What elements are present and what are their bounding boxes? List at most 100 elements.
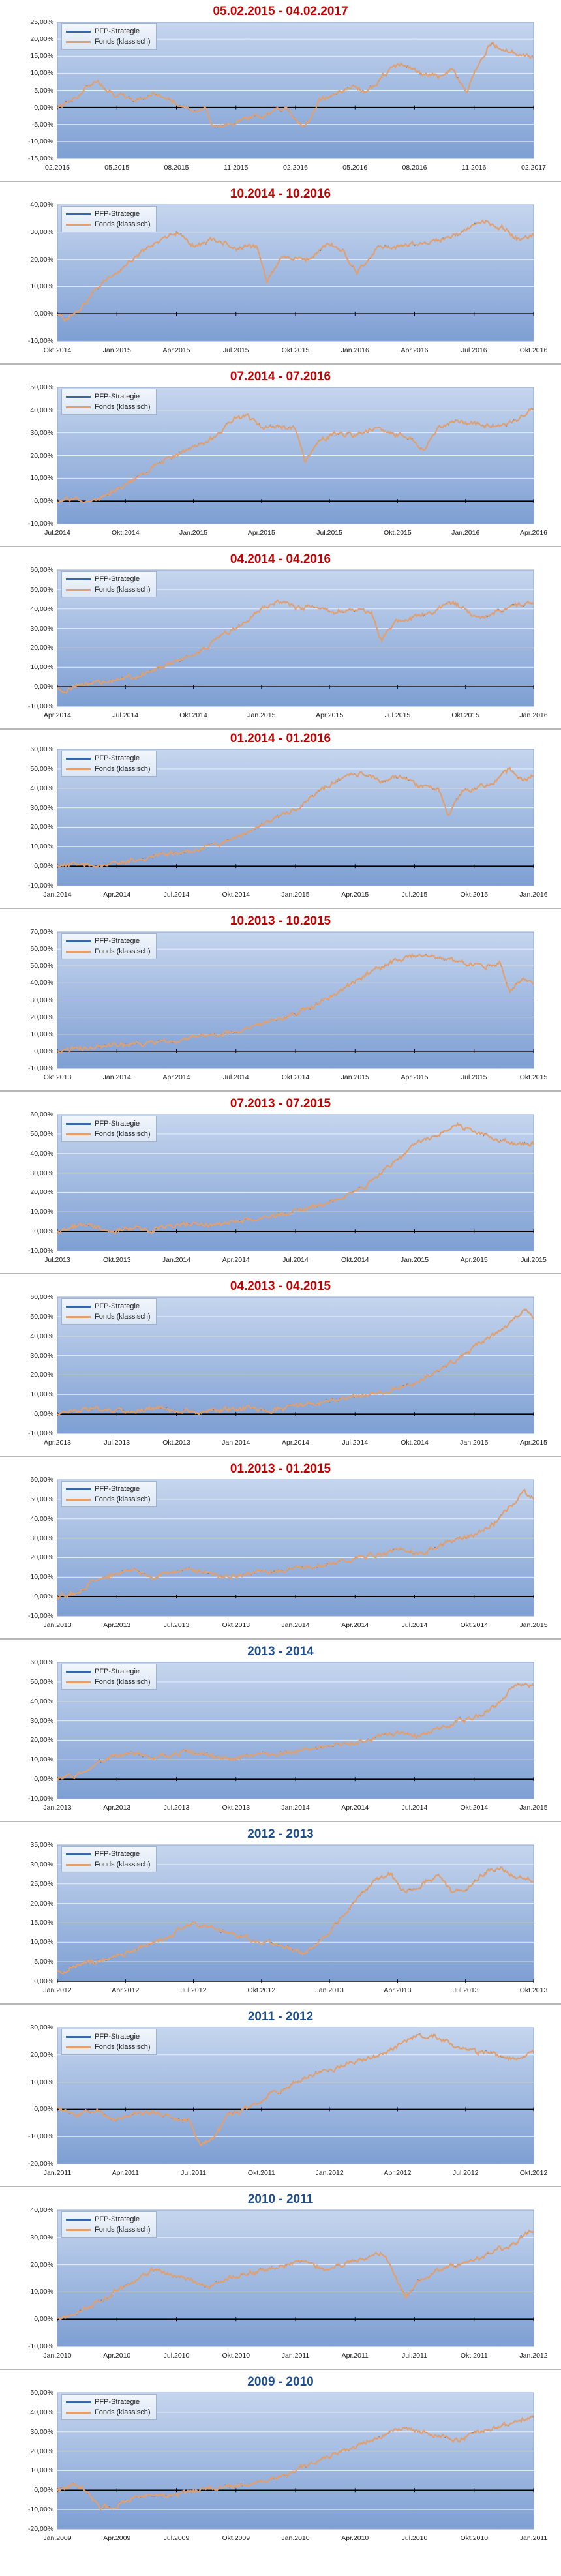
y-tick-label: 30,00% xyxy=(30,228,53,236)
panel-separator xyxy=(0,181,561,182)
y-tick-label: 10,00% xyxy=(30,663,53,672)
legend-label: PFP-Strategie xyxy=(95,2215,140,2223)
y-tick-label: 50,00% xyxy=(30,1312,53,1321)
y-tick-label: 60,00% xyxy=(30,1111,53,1118)
chart-title: 10.2013 - 10.2015 xyxy=(230,914,331,928)
y-tick-label: 0,00% xyxy=(34,1047,53,1055)
x-tick-label: Jul.2014 xyxy=(163,891,190,899)
x-tick-label: Jan.2016 xyxy=(341,346,369,354)
series-line-fonds-klassisch xyxy=(57,41,534,128)
chart-title: 04.2013 - 04.2015 xyxy=(230,1280,331,1293)
x-tick-label: Jul.2011 xyxy=(181,2169,207,2177)
x-tick-label: Apr.2014 xyxy=(281,1439,310,1446)
y-tick-label: 10,00% xyxy=(30,2078,53,2086)
legend-entry: Fonds (klassisch) xyxy=(66,219,151,230)
x-tick-label: Jan.2015 xyxy=(281,891,310,899)
legend-label: PFP-Strategie xyxy=(95,393,140,400)
x-tick-label: Jan.2015 xyxy=(519,1621,548,1629)
x-tick-label: Jul.2014 xyxy=(401,1804,428,1812)
x-tick-label: Okt.2014 xyxy=(460,1804,489,1812)
legend-label: Fonds (klassisch) xyxy=(95,2043,151,2051)
x-tick-label: Okt.2013 xyxy=(43,1073,72,1081)
x-tick-label: Okt.2010 xyxy=(460,2534,489,2542)
x-tick-label: Apr.2015 xyxy=(460,1256,488,1264)
legend-entry: Fonds (klassisch) xyxy=(66,1129,151,1139)
y-tick-label: 30,00% xyxy=(30,428,53,437)
x-tick-label: Jan.2014 xyxy=(102,1073,131,1081)
chart-title: 01.2014 - 01.2016 xyxy=(230,732,331,745)
x-tick-label: Jan.2014 xyxy=(281,1804,310,1812)
x-tick-label: Jan.2014 xyxy=(162,1256,191,1264)
x-tick-label: Jul.2013 xyxy=(44,1256,70,1264)
chart-title: 2013 - 2014 xyxy=(247,1645,314,1658)
chart-panel: 10.2013 - 10.2015 70,00% 60,00% 50,00% 40,00… xyxy=(0,910,561,1089)
y-tick-label: 40,00% xyxy=(30,2408,53,2416)
x-tick-label: Apr.2012 xyxy=(112,1986,140,1994)
y-tick-label: 50,00% xyxy=(30,585,53,593)
legend-swatch xyxy=(66,395,91,398)
panel-separator xyxy=(0,728,561,730)
chart-title: 01.2013 - 01.2015 xyxy=(230,1462,331,1476)
panel-separator xyxy=(0,1273,561,1274)
y-tick-label: -10,00% xyxy=(27,1064,53,1072)
y-tick-label: 20,00% xyxy=(30,255,53,263)
x-tick-label: Jan.2011 xyxy=(43,2169,72,2177)
series-line-fonds-klassisch xyxy=(57,2033,534,2147)
y-tick-label: -10,00% xyxy=(27,137,53,145)
y-tick-label: 10,00% xyxy=(30,69,53,78)
x-tick-label: Apr.2015 xyxy=(519,1439,548,1446)
y-tick-label: 5,00% xyxy=(34,86,53,95)
legend-label: Fonds (klassisch) xyxy=(95,2408,151,2416)
y-tick-label: -10,00% xyxy=(27,520,53,528)
chart-panel: 2012 - 2013 35,00% 30,00% 25,00% 20,00% 15,00… xyxy=(0,1823,561,2002)
chart-title: 10.2014 - 10.2016 xyxy=(230,187,331,201)
legend-label: Fonds (klassisch) xyxy=(95,2226,151,2234)
y-tick-label: -10,00% xyxy=(27,882,53,890)
y-tick-label: 60,00% xyxy=(30,566,53,574)
series-line-fonds-klassisch xyxy=(57,1308,534,1416)
x-tick-label: Okt.2010 xyxy=(222,2352,250,2359)
chart-panel: 01.2013 - 01.2015 60,00% 50,00% 40,00% 30,00… xyxy=(0,1458,561,1637)
y-tick-label: -10,00% xyxy=(27,702,53,710)
x-tick-label: 05.2016 xyxy=(342,164,368,172)
legend-entry: Fonds (klassisch) xyxy=(66,2224,151,2235)
x-tick-label: Apr.2015 xyxy=(341,891,369,899)
x-tick-label: 05.2015 xyxy=(104,164,130,172)
x-tick-label: Jan.2015 xyxy=(519,1804,548,1812)
chart-panel: 10.2014 - 10.2016 40,00% 30,00% 20,00% 10,00… xyxy=(0,183,561,362)
x-tick-label: Okt.2012 xyxy=(247,1986,276,1994)
legend-label: PFP-Strategie xyxy=(95,1850,140,1858)
chart-legend: PFP-Strategie Fonds (klassisch) xyxy=(61,2394,157,2420)
x-tick-label: Jan.2010 xyxy=(43,2352,72,2359)
x-tick-label: Okt.2014 xyxy=(222,891,250,899)
x-tick-label: Jan.2013 xyxy=(43,1804,72,1812)
x-tick-label: Jul.2015 xyxy=(222,346,249,354)
y-tick-label: 0,00% xyxy=(34,103,53,112)
x-tick-label: Okt.2013 xyxy=(102,1256,131,1264)
series-line-fonds-klassisch xyxy=(57,2229,534,2320)
y-tick-label: 60,00% xyxy=(30,1293,53,1301)
series-line-fonds-klassisch xyxy=(57,599,534,695)
x-tick-label: Apr.2014 xyxy=(222,1256,250,1264)
chart-legend: PFP-Strategie Fonds (klassisch) xyxy=(61,389,157,415)
legend-label: PFP-Strategie xyxy=(95,1668,140,1675)
x-tick-label: Jan.2010 xyxy=(281,2534,310,2542)
chart-title: 05.02.2015 - 04.02.2017 xyxy=(213,5,348,18)
x-tick-label: Jul.2014 xyxy=(112,711,139,719)
chart-title: 2010 - 2011 xyxy=(247,2193,314,2206)
x-tick-label: Jan.2012 xyxy=(315,2169,344,2177)
legend-label: PFP-Strategie xyxy=(95,2398,140,2406)
x-tick-label: Apr.2016 xyxy=(401,346,429,354)
legend-entry: PFP-Strategie xyxy=(66,209,151,219)
y-tick-label: 40,00% xyxy=(30,406,53,414)
x-tick-label: Jul.2013 xyxy=(452,1986,479,1994)
legend-swatch xyxy=(66,1670,91,1673)
x-tick-label: Jan.2016 xyxy=(519,711,548,719)
y-tick-label: 0,00% xyxy=(34,1593,53,1601)
chart-legend: PFP-Strategie Fonds (klassisch) xyxy=(61,23,157,50)
series-line-fonds-klassisch xyxy=(56,2415,534,2511)
y-tick-label: 10,00% xyxy=(30,1390,53,1399)
legend-entry: Fonds (klassisch) xyxy=(66,1677,151,1687)
y-tick-label: 60,00% xyxy=(30,745,53,753)
y-tick-label: 40,00% xyxy=(30,1149,53,1158)
